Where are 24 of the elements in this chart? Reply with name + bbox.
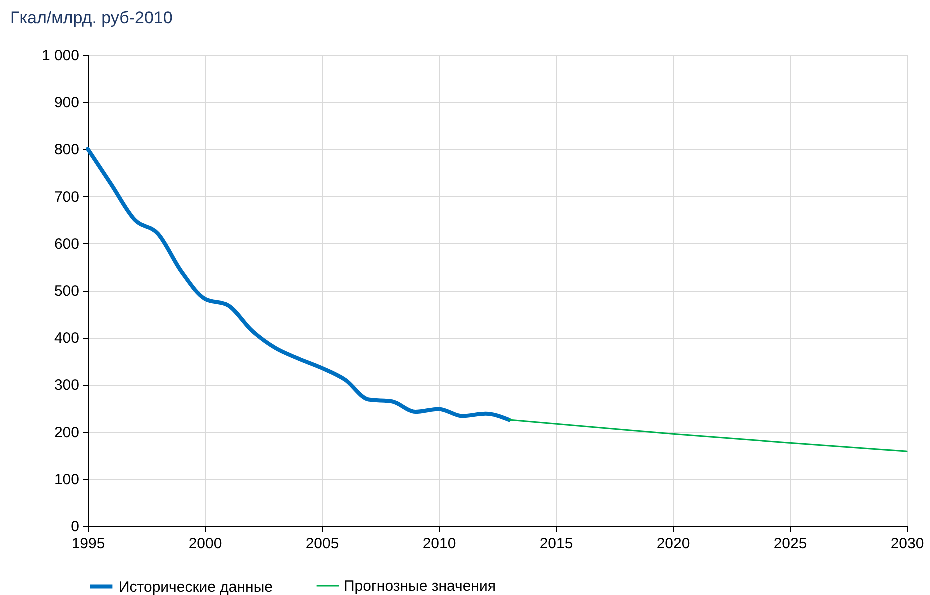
y-tick-label: 500 — [54, 283, 80, 300]
x-tick-label: 2005 — [306, 536, 340, 552]
x-tick-label: 1995 — [72, 536, 106, 552]
x-tick-label: 2025 — [774, 536, 808, 552]
y-tick-label: 600 — [54, 236, 80, 253]
y-tick-label: 200 — [54, 424, 80, 442]
line-series — [86, 147, 512, 422]
legend-label: Прогнозные значения — [344, 578, 496, 595]
y-tick-label: 300 — [54, 377, 80, 394]
y-tick-label: 100 — [54, 471, 80, 488]
y-tick-label: 0 — [71, 518, 80, 536]
x-tick-label: 2030 — [890, 536, 924, 552]
y-tick-label: 1 000 — [42, 48, 80, 64]
y-axis-title: Гкал/млрд. руб-2010 — [10, 8, 173, 28]
y-tick-label: 800 — [54, 142, 80, 159]
y-tick-label: 700 — [54, 188, 80, 206]
x-tick-label: 2000 — [188, 536, 222, 552]
line-series — [508, 419, 908, 452]
x-tick-label: 2015 — [540, 536, 574, 552]
legend-label: Исторические данные — [119, 578, 273, 595]
y-tick-label: 900 — [54, 94, 80, 112]
y-tick-label: 400 — [54, 330, 80, 348]
x-tick-label: 2010 — [422, 536, 456, 552]
x-tick-label: 2020 — [656, 536, 690, 552]
